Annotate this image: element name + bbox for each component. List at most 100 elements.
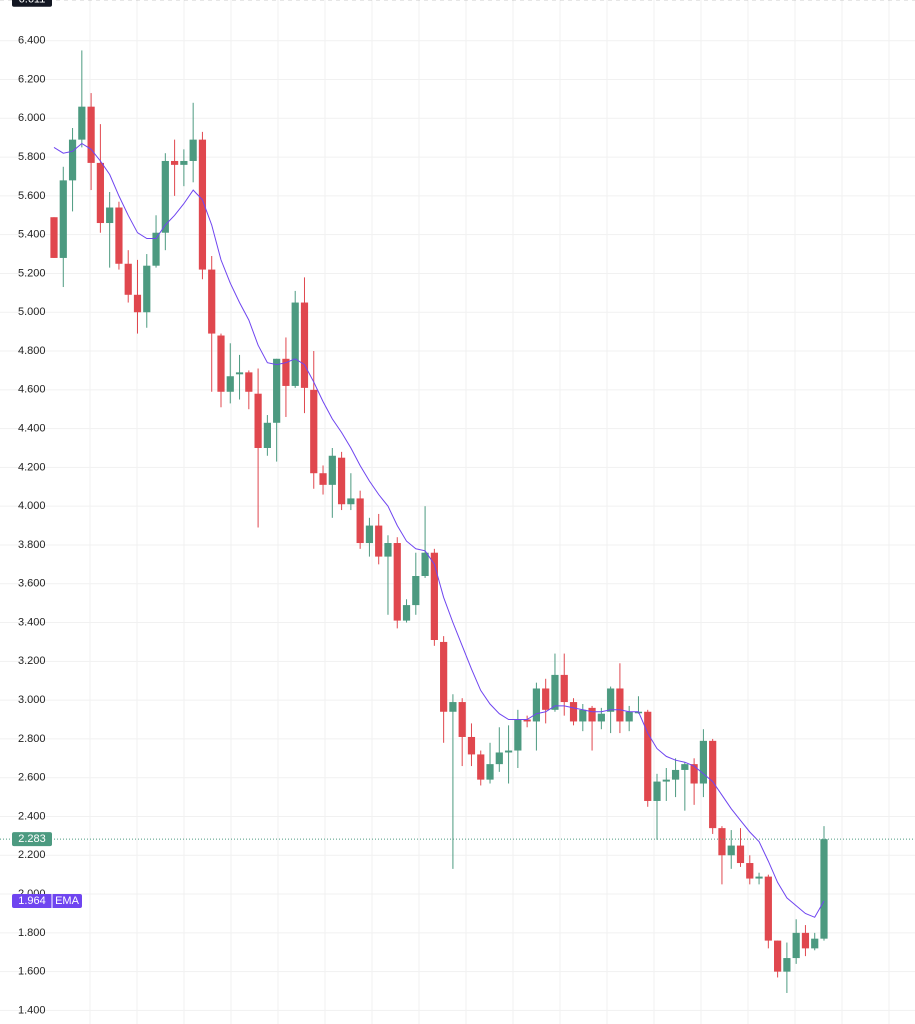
candle-body xyxy=(412,576,420,606)
y-tick-label: 4.600 xyxy=(18,384,46,396)
candle-body xyxy=(727,845,735,856)
candle-body xyxy=(356,498,364,544)
candle-body xyxy=(189,139,197,161)
y-tick-label: 3.600 xyxy=(18,578,46,590)
candle-body xyxy=(681,764,689,770)
y-tick-label: 2.400 xyxy=(18,810,46,822)
last-price-tag xyxy=(12,832,52,847)
candle-body xyxy=(273,358,281,423)
candle-body xyxy=(560,674,568,703)
candle-body xyxy=(235,372,244,375)
candle-body xyxy=(774,940,782,972)
candle-body xyxy=(486,764,494,780)
candle-body xyxy=(328,455,336,485)
candle-body xyxy=(467,736,476,755)
candle-body xyxy=(690,764,698,784)
candle-body xyxy=(291,302,299,386)
candle-body xyxy=(402,605,411,621)
candle-body xyxy=(653,781,661,801)
candle-body xyxy=(699,740,707,784)
candle-body xyxy=(421,552,429,576)
y-tick-label: 5.800 xyxy=(18,151,46,163)
candle-body xyxy=(198,139,207,270)
y-tick-label: 2.200 xyxy=(18,849,46,861)
y-tick-label: 4.800 xyxy=(18,345,46,357)
y-tick-label: 4.400 xyxy=(18,423,46,435)
candle-body xyxy=(523,719,531,722)
y-tick-label: 4.200 xyxy=(18,461,46,473)
y-tick-label: 2.800 xyxy=(18,733,46,745)
y-tick-label: 3.800 xyxy=(18,539,46,551)
candle-body xyxy=(208,269,216,334)
candle-body xyxy=(161,160,169,233)
candle-body xyxy=(616,688,624,722)
y-tick-label: 1.800 xyxy=(18,927,46,939)
candle-body xyxy=(671,769,680,780)
candle-body xyxy=(662,779,670,782)
candle-body xyxy=(375,525,383,557)
candle-body xyxy=(217,335,225,392)
y-tick-label: 6.400 xyxy=(18,35,46,47)
candle-body xyxy=(384,543,392,557)
candle-body xyxy=(78,106,86,140)
candle-body xyxy=(811,938,819,949)
candle-body xyxy=(607,688,615,712)
candle-body xyxy=(282,358,290,386)
candle-body xyxy=(783,958,791,972)
candle-body xyxy=(393,543,401,621)
candle-body xyxy=(365,525,374,544)
candle-body xyxy=(801,932,810,949)
candle-body xyxy=(542,688,550,710)
candle-body xyxy=(736,845,745,864)
candle-body xyxy=(644,711,652,801)
candle-body xyxy=(96,162,104,224)
candle-body xyxy=(106,207,114,224)
y-tick-label: 4.000 xyxy=(18,500,46,512)
candle-body xyxy=(337,457,346,505)
candle-body xyxy=(245,372,253,392)
crosshair-tag xyxy=(12,0,52,7)
candle-body xyxy=(718,828,726,856)
candle-body xyxy=(310,389,318,474)
y-tick-label: 5.000 xyxy=(18,306,46,318)
candle-body xyxy=(430,552,438,640)
candle-body xyxy=(68,139,77,181)
last-price-label: 2.283 xyxy=(18,833,46,845)
y-tick-label: 5.400 xyxy=(18,229,46,241)
crosshair-value-label: 6.611 xyxy=(19,0,46,6)
y-tick-label: 2.600 xyxy=(18,772,46,784)
candle-body xyxy=(152,232,160,266)
candle-body xyxy=(820,839,828,939)
y-tick-label: 6.200 xyxy=(18,73,46,85)
y-tick-label: 3.400 xyxy=(18,616,46,628)
vertical-grid xyxy=(89,0,890,1024)
y-tick-label: 6.000 xyxy=(18,112,46,124)
candle-body xyxy=(347,498,355,505)
candle-body xyxy=(755,876,763,879)
candle-body xyxy=(579,709,587,722)
candle-body xyxy=(300,302,309,388)
candle-body xyxy=(514,719,522,751)
candle-body xyxy=(171,160,179,165)
candle-body xyxy=(133,294,142,313)
candle-body xyxy=(180,160,188,165)
candle-body xyxy=(495,752,503,765)
candle-body xyxy=(504,750,513,753)
y-tick-label: 5.200 xyxy=(18,267,46,279)
y-tick-label: 1.600 xyxy=(18,966,46,978)
candle-body xyxy=(477,754,485,780)
candle-body xyxy=(87,106,95,163)
candle-body xyxy=(588,707,596,722)
candle-body xyxy=(532,688,541,722)
y-tick-label: 3.000 xyxy=(18,694,46,706)
ema-tag xyxy=(12,894,82,909)
candle-body xyxy=(319,473,327,485)
y-tick-label: 3.200 xyxy=(18,655,46,667)
y-tick-label: 1.400 xyxy=(18,1004,46,1016)
candle-body xyxy=(143,265,151,313)
candle-body xyxy=(551,674,559,710)
candle-body xyxy=(709,740,717,829)
candle-body xyxy=(263,422,271,448)
candle-body xyxy=(597,713,605,722)
